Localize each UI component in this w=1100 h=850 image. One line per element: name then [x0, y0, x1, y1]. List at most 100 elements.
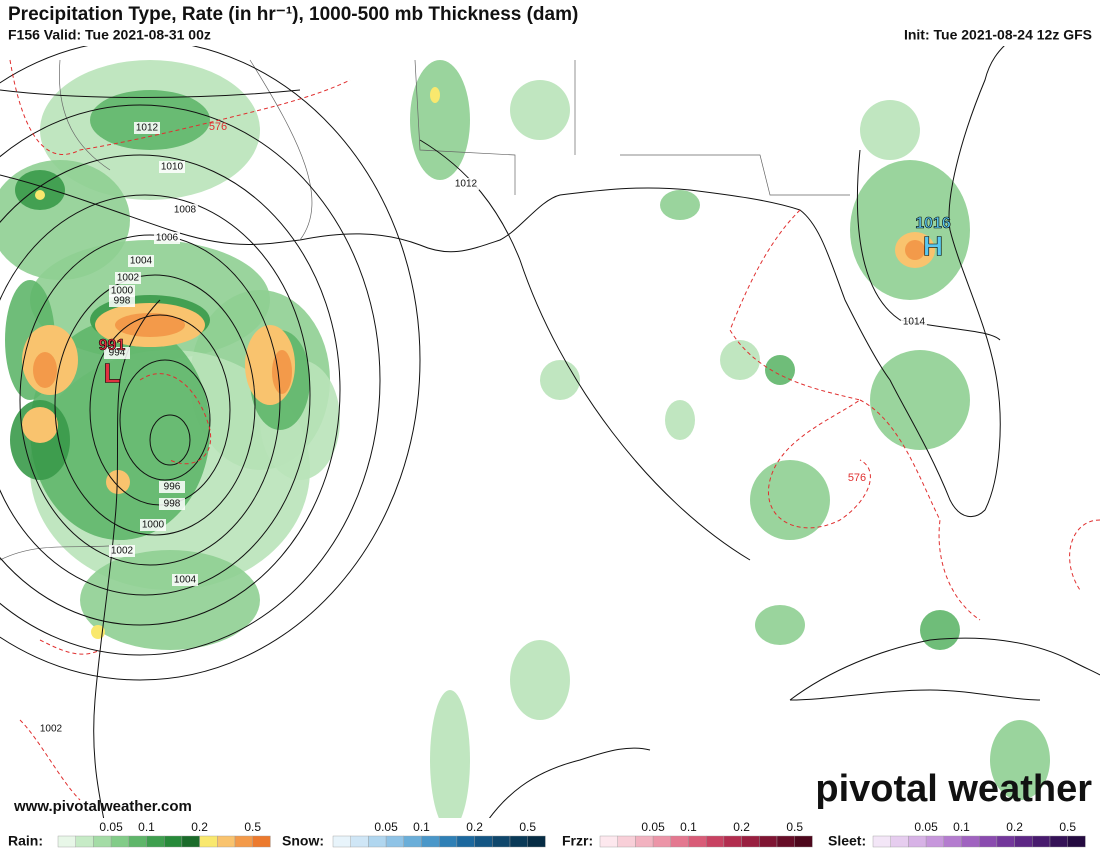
- precip-area: [90, 90, 210, 150]
- precip-area: [510, 80, 570, 140]
- map-labels: 1012101010081006100410021000998994996998…: [38, 121, 951, 735]
- legend-swatch: [492, 835, 511, 848]
- legend-swatch: [110, 835, 129, 848]
- heavy-precip: [35, 190, 45, 200]
- legend-tick: 0.2: [191, 820, 208, 834]
- isobar: [119, 359, 211, 481]
- isobar-label-bg: [109, 285, 135, 297]
- legend-swatch: [128, 835, 147, 848]
- isobars: [0, 39, 1001, 681]
- legend-swatch: [146, 835, 165, 848]
- legend-swatch: [688, 835, 707, 848]
- legend-swatch: [1014, 835, 1033, 848]
- legend-swatch: [670, 835, 689, 848]
- isobar-label: 1002: [117, 273, 140, 284]
- isobar-label: 998: [164, 499, 181, 510]
- valid-time: F156 Valid: Tue 2021-08-31 00z: [8, 27, 211, 43]
- thickness-label: 576: [848, 472, 866, 484]
- legend-swatch: [527, 835, 546, 848]
- isobar-label: 1014: [903, 317, 926, 328]
- legend-tick: 0.1: [680, 820, 697, 834]
- legend-swatch: [332, 835, 351, 848]
- isobar-label-bg: [109, 545, 135, 557]
- isobar-label: 998: [114, 296, 131, 307]
- isobar: [0, 154, 341, 626]
- isobar-label-bg: [134, 122, 160, 134]
- heavy-precip: [106, 470, 130, 494]
- legend-swatch: [199, 835, 218, 848]
- legend-tick: 0.05: [914, 820, 938, 834]
- legend-swatch: [776, 835, 795, 848]
- center-symbol: H: [923, 230, 943, 261]
- legend-swatch: [961, 835, 980, 848]
- legend-tick: 0.5: [786, 820, 803, 834]
- heavy-precip: [430, 87, 440, 103]
- isobar-label: 1000: [142, 520, 165, 531]
- precip-area: [750, 460, 830, 540]
- thickness-576-north: [9, 59, 351, 155]
- state-borders: [414, 59, 850, 196]
- precip-area: [665, 400, 695, 440]
- isobar-label: 1000: [111, 286, 134, 297]
- legend-tick: 0.1: [413, 820, 430, 834]
- legend-tick: 0.2: [1006, 820, 1023, 834]
- coastlines: [0, 44, 1100, 850]
- isobar-label-bg: [159, 161, 185, 173]
- isobar-label: 1004: [174, 575, 197, 586]
- isobar-label: 1012: [455, 179, 478, 190]
- precip-area: [990, 720, 1050, 800]
- legend-label: Rain:: [8, 833, 43, 849]
- legend-swatch: [890, 835, 909, 848]
- precip-area: [430, 690, 470, 830]
- thickness-label: 576: [209, 121, 227, 133]
- precip-area: [660, 190, 700, 220]
- logo: pivotal weather: [815, 768, 1092, 810]
- legend-swatch: [723, 835, 742, 848]
- center-pressure: 1016: [915, 215, 951, 232]
- isobar: [856, 149, 1001, 341]
- legend-tick: 0.05: [374, 820, 398, 834]
- isobar-label: 1008: [174, 205, 197, 216]
- legend-swatch: [474, 835, 493, 848]
- legend-tick: 0.5: [244, 820, 261, 834]
- precip-area: [765, 355, 795, 385]
- legend-tick: 0.1: [138, 820, 155, 834]
- legend-swatch: [759, 835, 778, 848]
- legend-swatch: [635, 835, 654, 848]
- heavy-precip: [115, 313, 185, 337]
- header-band: [0, 0, 1100, 46]
- isobar-label-bg: [159, 498, 185, 510]
- thickness-576-low: [139, 373, 212, 465]
- isobar: [0, 194, 311, 596]
- cuba-coast: [789, 637, 1100, 701]
- legend-tick: 0.05: [641, 820, 665, 834]
- isobar-label-bg: [104, 347, 130, 359]
- legend-swatch: [509, 835, 528, 848]
- legend-swatch: [75, 835, 94, 848]
- legend-swatch: [421, 835, 440, 848]
- legend-tick: 0.5: [519, 820, 536, 834]
- thickness-lines: [9, 59, 1100, 801]
- legend-swatch: [456, 835, 475, 848]
- legend-swatch: [57, 835, 76, 848]
- isobar-label-bg: [115, 272, 141, 284]
- legend-swatch: [234, 835, 253, 848]
- thickness-576-east: [729, 209, 1100, 621]
- precip-area: [850, 160, 970, 300]
- gulf-coast: [0, 44, 1006, 518]
- heavy-precip: [905, 240, 925, 260]
- isobar: [0, 104, 381, 656]
- isobar-label-bg: [453, 178, 479, 190]
- precip-area: [755, 605, 805, 645]
- legend-swatch: [925, 835, 944, 848]
- legend-swatch: [706, 835, 725, 848]
- legend-swatch: [93, 835, 112, 848]
- isobar-label: 1012: [136, 123, 159, 134]
- borders: [0, 59, 313, 561]
- heavy-precip: [272, 350, 292, 394]
- precip-area: [720, 340, 760, 380]
- legend-label: Snow:: [282, 833, 324, 849]
- isobar: [19, 234, 281, 566]
- isobar-label: 1002: [111, 546, 134, 557]
